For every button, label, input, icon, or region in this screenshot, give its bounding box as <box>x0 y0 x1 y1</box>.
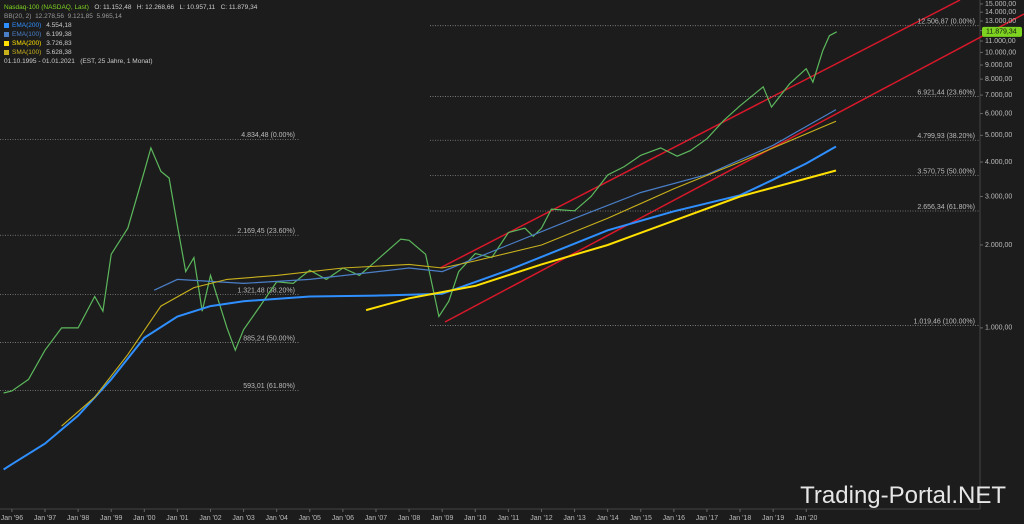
legend: EMA(200) 4.554,18 EMA(100) 6.199,38 SMA(200)… <box>4 21 72 57</box>
series-line <box>3 31 837 394</box>
legend-value: 3.726,83 <box>46 40 72 47</box>
x-tick-label: Jan '06 <box>332 515 354 522</box>
y-tick-label: 9.000,00 <box>985 62 1012 69</box>
x-tick-label: Jan '17 <box>696 515 718 522</box>
fib-label: 4.834,48 (0.00%) <box>241 132 295 139</box>
series-line <box>153 109 837 291</box>
x-tick-label: Jan '14 <box>596 515 618 522</box>
x-tick-label: Jan '05 <box>299 515 321 522</box>
last-price-tag <box>982 26 1022 37</box>
y-tick-label: 13.000,00 <box>985 18 1016 25</box>
watermark: Trading-Portal.NET <box>800 482 1006 509</box>
legend-value: 6.199,38 <box>46 31 72 38</box>
legend-swatch <box>4 22 9 28</box>
legend-entry: EMA(100) 6.199,38 <box>4 30 72 39</box>
y-tick-label: 14.000,00 <box>985 9 1016 16</box>
y-tick-label: 7.000,00 <box>985 92 1012 99</box>
x-tick-label: Jan '15 <box>630 515 652 522</box>
y-tick-label: 15.000,00 <box>985 1 1016 8</box>
fib-label: 4.799,93 (38.20%) <box>917 133 975 140</box>
x-tick-label: Jan '98 <box>67 515 89 522</box>
y-tick-label: 11.000,00 <box>985 38 1016 45</box>
legend-name: SMA(200) <box>12 40 42 47</box>
series-line <box>3 145 837 471</box>
x-tick-label: Jan '09 <box>431 515 453 522</box>
legend-entry: SMA(200) 3.726,83 <box>4 39 72 48</box>
x-tick-label: Jan '10 <box>464 515 486 522</box>
series-line <box>365 169 837 312</box>
fib-label: 2.169,45 (23.60%) <box>237 228 295 235</box>
legend-swatch <box>4 40 9 46</box>
trend-channel-lower <box>444 13 1024 323</box>
y-tick-label: 5.000,00 <box>985 132 1012 139</box>
x-tick-label: Jan '99 <box>100 515 122 522</box>
x-tick-label: Jan '01 <box>166 515 188 522</box>
last-price-label: 11.879,34 <box>986 29 1017 36</box>
y-tick-label: 6.000,00 <box>985 110 1012 117</box>
fib-label: 1.321,48 (38.20%) <box>237 287 295 294</box>
legend-name: EMA(200) <box>12 22 42 29</box>
legend-value: 5.628,38 <box>46 49 72 56</box>
trend-channel-upper <box>439 0 961 269</box>
fib-label: 885,24 (50.00%) <box>243 335 295 342</box>
x-tick-label: Jan '03 <box>232 515 254 522</box>
period: 01.10.1995 - 01.01.2021 (EST, 25 Jahre, … <box>4 58 153 65</box>
x-tick-label: Jan '16 <box>663 515 685 522</box>
x-tick-label: Jan '08 <box>398 515 420 522</box>
instrument: Nasdaq-100 (NASDAQ, Last) <box>4 4 89 11</box>
fib-label: 1.019,46 (100.00%) <box>914 318 976 325</box>
legend-name: EMA(100) <box>12 31 42 38</box>
x-tick-label: Jan '19 <box>762 515 784 522</box>
y-tick-label: 1.000,00 <box>985 325 1012 332</box>
fib-label: 593,01 (61.80%) <box>243 383 295 390</box>
header-line: Nasdaq-100 (NASDAQ, Last) O: 11.152,48 H… <box>4 3 257 12</box>
x-tick-label: Jan '96 <box>1 515 23 522</box>
y-tick-label: 8.000,00 <box>985 76 1012 83</box>
legend-swatch <box>4 49 9 55</box>
y-tick-label: 10.000,00 <box>985 49 1016 56</box>
fib-label: 6.921,44 (23.60%) <box>917 89 975 96</box>
y-tick-label: 4.000,00 <box>985 159 1012 166</box>
ohlc: O: 11.152,48 H: 12.268,66 L: 10.957,11 C… <box>94 4 258 11</box>
x-tick-label: Jan '04 <box>266 515 288 522</box>
x-tick-label: Jan '00 <box>133 515 155 522</box>
legend-swatch <box>4 31 9 37</box>
x-tick-label: Jan '13 <box>563 515 585 522</box>
y-tick-label: 2.000,00 <box>985 242 1012 249</box>
fib-label: 3.570,75 (50.00%) <box>917 168 975 175</box>
legend-entry: SMA(100) 5.628,38 <box>4 48 72 57</box>
x-tick-label: Jan '97 <box>34 515 56 522</box>
series-line <box>61 120 837 427</box>
fib-label: 2.656,34 (61.80%) <box>917 204 975 211</box>
x-tick-label: Jan '20 <box>795 515 817 522</box>
x-tick-label: Jan '12 <box>530 515 552 522</box>
bb-legend: BB(20, 2) 12.278,56 9.121,85 5.965,14 <box>4 13 122 20</box>
x-tick-label: Jan '02 <box>199 515 221 522</box>
legend-name: SMA(100) <box>12 49 42 56</box>
y-tick-label: 3.000,00 <box>985 193 1012 200</box>
x-tick-label: Jan '07 <box>365 515 387 522</box>
legend-entry: EMA(200) 4.554,18 <box>4 21 72 30</box>
fib-label: 12.506,87 (0.00%) <box>917 19 975 26</box>
legend-value: 4.554,18 <box>46 22 72 29</box>
x-tick-label: Jan '11 <box>497 515 519 522</box>
x-tick-label: Jan '18 <box>729 515 751 522</box>
